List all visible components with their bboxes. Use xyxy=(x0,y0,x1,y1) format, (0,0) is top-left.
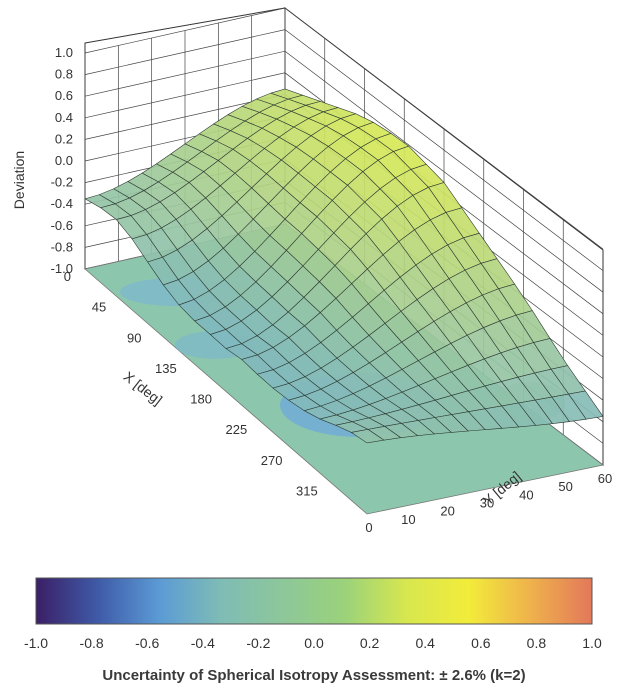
colorbar-tick-label: -0.6 xyxy=(135,635,159,651)
z-axis-ticks: 1.0 0.8 0.6 0.4 0.2 0.0 -0.2 -0.4 -0.6 -0.8 -1.0 xyxy=(51,45,73,276)
colorbar-tick-label: -1.0 xyxy=(24,635,48,651)
z-tick-label: 1.0 xyxy=(55,45,73,60)
y-tick-label: 40 xyxy=(519,487,533,502)
colorbar-tick-label: 0.0 xyxy=(304,635,324,651)
x-tick-label: 225 xyxy=(226,422,248,437)
y-tick-label: 50 xyxy=(558,479,572,494)
z-tick-label: -0.8 xyxy=(51,239,73,254)
z-tick-label: -0.2 xyxy=(51,175,73,190)
z-axis-label: Deviation xyxy=(11,151,27,209)
colorbar-tick-label: -0.8 xyxy=(80,635,104,651)
z-tick-label: -1.0 xyxy=(51,261,73,276)
colorbar-tick-label: 0.6 xyxy=(471,635,491,651)
colorbar-tick-label: 1.0 xyxy=(582,635,602,651)
colorbar-tick-label: -0.4 xyxy=(191,635,215,651)
z-tick-label: 0.8 xyxy=(55,67,73,82)
x-axis-ticks: 0 45 90 135 180 225 270 315 xyxy=(64,269,318,498)
x-tick-label: 45 xyxy=(92,300,106,315)
z-tick-label: 0.0 xyxy=(55,153,73,168)
colorbar-tick-label: -0.2 xyxy=(246,635,270,651)
z-tick-label: -0.6 xyxy=(51,218,73,233)
x-tick-label: 0 xyxy=(64,269,71,284)
x-tick-label: 270 xyxy=(261,453,283,468)
colorbar-tick-label: 0.8 xyxy=(527,635,547,651)
x-tick-label: 315 xyxy=(296,483,318,498)
z-tick-label: 0.2 xyxy=(55,131,73,146)
x-tick-label: 90 xyxy=(127,330,141,345)
colorbar xyxy=(35,577,593,625)
colorbar-tick-label: 0.4 xyxy=(415,635,435,651)
y-axis-ticks: 0 10 20 30 40 50 60 xyxy=(365,471,612,535)
colorbar-tick-label: 0.2 xyxy=(360,635,380,651)
z-tick-label: 0.6 xyxy=(55,88,73,103)
y-tick-label: 0 xyxy=(365,520,372,535)
colorbar-title: Uncertainty of Spherical Isotropy Assess… xyxy=(102,667,525,684)
y-tick-label: 30 xyxy=(480,496,494,511)
y-tick-label: 20 xyxy=(440,504,454,519)
surface-patch xyxy=(350,429,385,444)
z-tick-label: -0.4 xyxy=(51,196,73,211)
y-tick-label: 10 xyxy=(401,512,415,527)
x-tick-label: 135 xyxy=(155,361,177,376)
y-tick-label: 60 xyxy=(598,471,612,486)
deviation-surface xyxy=(84,88,604,444)
x-tick-label: 180 xyxy=(190,392,212,407)
z-tick-label: 0.4 xyxy=(55,110,73,125)
colorbar-ticks: -1.0 -0.8 -0.6 -0.4 -0.2 0.0 0.2 0.4 0.6 0.8 1.0 xyxy=(24,635,602,651)
